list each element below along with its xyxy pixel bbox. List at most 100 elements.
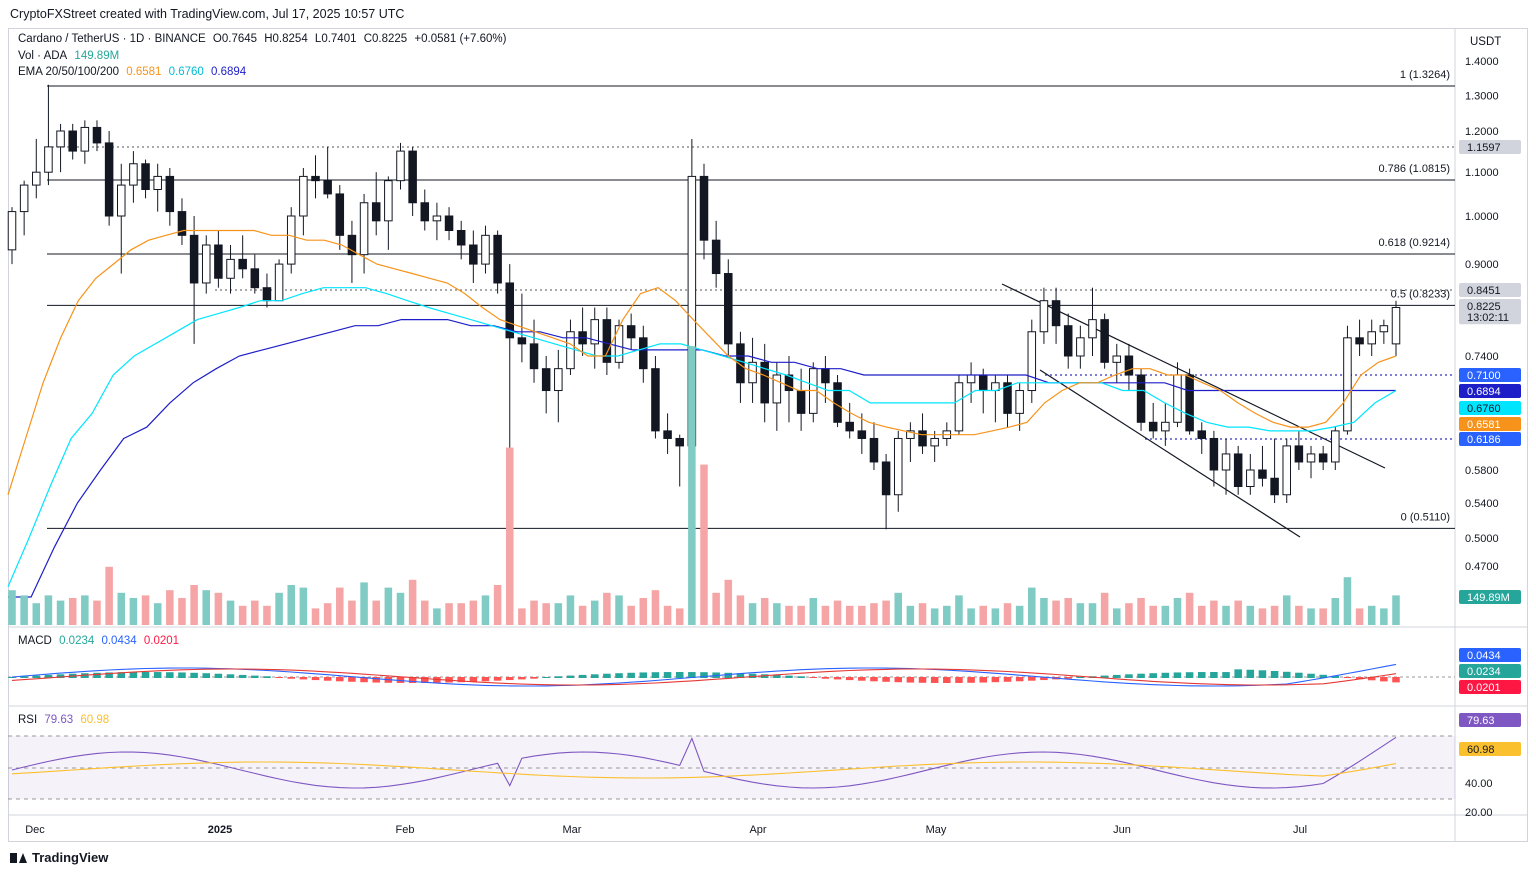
candle-body (1088, 319, 1097, 339)
volume-bar (518, 608, 526, 625)
volume-bar (421, 600, 429, 625)
macd-histogram-bar (554, 676, 563, 678)
rsi-line (11, 736, 1397, 789)
candle-body (92, 126, 102, 144)
macd-histogram-bar (226, 674, 235, 678)
volume-bar (1295, 605, 1303, 625)
time-axis-label: Jun (1113, 824, 1131, 836)
macd-histogram-bar (627, 672, 635, 678)
macd-histogram-bar (311, 677, 320, 681)
macd-histogram-bar (979, 677, 987, 683)
macd-histogram-bar (421, 677, 429, 683)
macd-histogram-bar (639, 672, 648, 678)
candle-body (469, 244, 478, 265)
candle-body (432, 215, 442, 222)
volume-bar (530, 600, 538, 625)
macd-histogram-bar (1319, 674, 1327, 678)
volume-bar (56, 600, 65, 625)
symbol-title[interactable]: Cardano / TetherUS · 1D · BINANCE (18, 33, 206, 45)
candle-body (1148, 421, 1158, 432)
macd-histogram-bar (56, 674, 65, 678)
volume-bar (603, 592, 611, 625)
volume-bar (700, 464, 708, 625)
volume-bar (833, 600, 842, 625)
candle-body (1100, 319, 1109, 363)
volume-bar (505, 447, 514, 625)
macd-histogram-bar (615, 673, 623, 678)
price-badge (1459, 384, 1521, 398)
volume-bar (845, 605, 854, 625)
legend-ema-row: EMA 20/50/100/200 0.6581 0.6760 0.6894 (18, 66, 250, 78)
volume-bar (360, 582, 368, 625)
volume-bar (821, 605, 830, 625)
volume-bar (918, 603, 927, 625)
candle-body (906, 430, 915, 439)
tradingview-logo-icon (10, 852, 28, 863)
change-value: +0.0581 (+7.60%) (414, 33, 507, 45)
macd-histogram-bar (578, 674, 587, 678)
macd-histogram-bar (481, 677, 490, 682)
chart-frame (8, 28, 1528, 842)
macd-histogram-bar (457, 677, 465, 683)
volume-bar (1003, 603, 1012, 625)
candle-body (711, 239, 721, 275)
candle-body (129, 163, 138, 186)
volume-bar (1052, 600, 1060, 625)
volume-label[interactable]: Vol · ADA (18, 50, 68, 62)
volume-bar (1161, 605, 1170, 625)
candle-body (1136, 374, 1146, 423)
candle-body (226, 258, 235, 279)
ema50-value: 0.6760 (168, 66, 204, 78)
volume-bar (1307, 608, 1315, 625)
macd-histogram-bar (1015, 677, 1024, 682)
macd-label[interactable]: MACD (18, 635, 52, 647)
ema-label[interactable]: EMA 20/50/100/200 (18, 66, 120, 78)
price-badge-label: 0.8451 (1467, 285, 1501, 297)
chart-credit: CryptoFXStreet created with TradingView.… (10, 7, 405, 21)
macd-histogram-bar (20, 676, 28, 678)
candle-body (602, 319, 612, 363)
legend-volume-row: Vol · ADA 149.89M (18, 50, 123, 62)
volume-bar (930, 608, 939, 625)
candle-body (1270, 477, 1279, 496)
candle-body (1318, 453, 1328, 463)
volume-bar (202, 590, 211, 625)
candle-body (1343, 337, 1352, 432)
volume-bar (1113, 608, 1121, 625)
macd-badge (1459, 648, 1521, 662)
macd-histogram-bar (105, 672, 113, 678)
volume-bar (20, 595, 28, 625)
candle-body (639, 337, 648, 370)
macd-histogram-bar (1161, 672, 1170, 678)
candle-body (299, 175, 308, 217)
macd-histogram-bar (408, 677, 417, 683)
macd-histogram-bar (32, 675, 41, 678)
macd-histogram-bar (396, 677, 405, 683)
macd-histogram-bar (797, 676, 805, 678)
macd-histogram-bar (348, 677, 356, 682)
macd-histogram-bar (493, 677, 502, 681)
rsi-label[interactable]: RSI (18, 714, 38, 726)
candle-body (796, 390, 806, 414)
channel-lower-line (1039, 369, 1301, 538)
macd-histogram-bar (323, 677, 332, 681)
macd-histogram-bar (675, 672, 684, 678)
tradingview-logo[interactable]: TradingView (10, 850, 108, 865)
candle-body (699, 175, 709, 241)
legend-macd-row: MACD 0.0234 0.0434 0.0201 (18, 635, 183, 647)
volume-bar (1380, 608, 1388, 625)
candle-body (1367, 331, 1376, 345)
candle-body (238, 258, 247, 270)
volume-bar (1246, 605, 1255, 625)
candle-body (1112, 355, 1122, 363)
macd-histogram-bar (821, 677, 830, 679)
macd-histogram-bar (1028, 677, 1036, 681)
volume-bar (748, 603, 757, 625)
currency-selector[interactable]: USDT (1470, 36, 1502, 48)
macd-histogram-bar (688, 672, 696, 678)
volume-bar (1234, 600, 1242, 625)
macd-histogram-bar (117, 672, 126, 678)
macd-histogram-bar (894, 677, 903, 683)
macd-histogram-bar (299, 677, 308, 680)
